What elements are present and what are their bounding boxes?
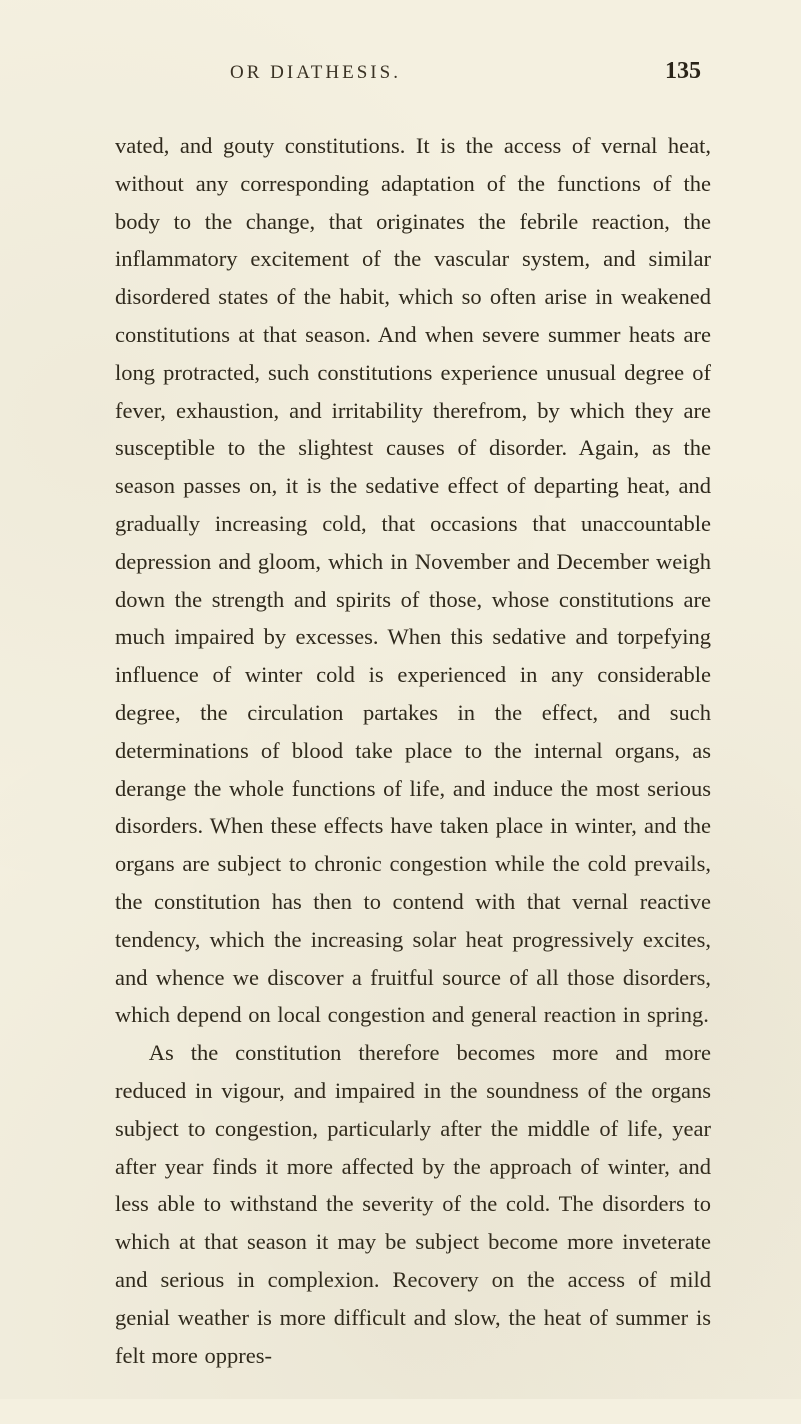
page-number: 135 (665, 58, 701, 85)
page-header: OR DIATHESIS. 135 (115, 58, 711, 85)
paragraph: vated, and gouty constitutions. It is th… (115, 127, 711, 1034)
page-container: OR DIATHESIS. 135 vated, and gouty const… (0, 0, 801, 1424)
body-text: vated, and gouty constitutions. It is th… (115, 127, 711, 1374)
running-head: OR DIATHESIS. (230, 62, 401, 84)
paragraph: As the constitution therefore becomes mo… (115, 1034, 711, 1374)
